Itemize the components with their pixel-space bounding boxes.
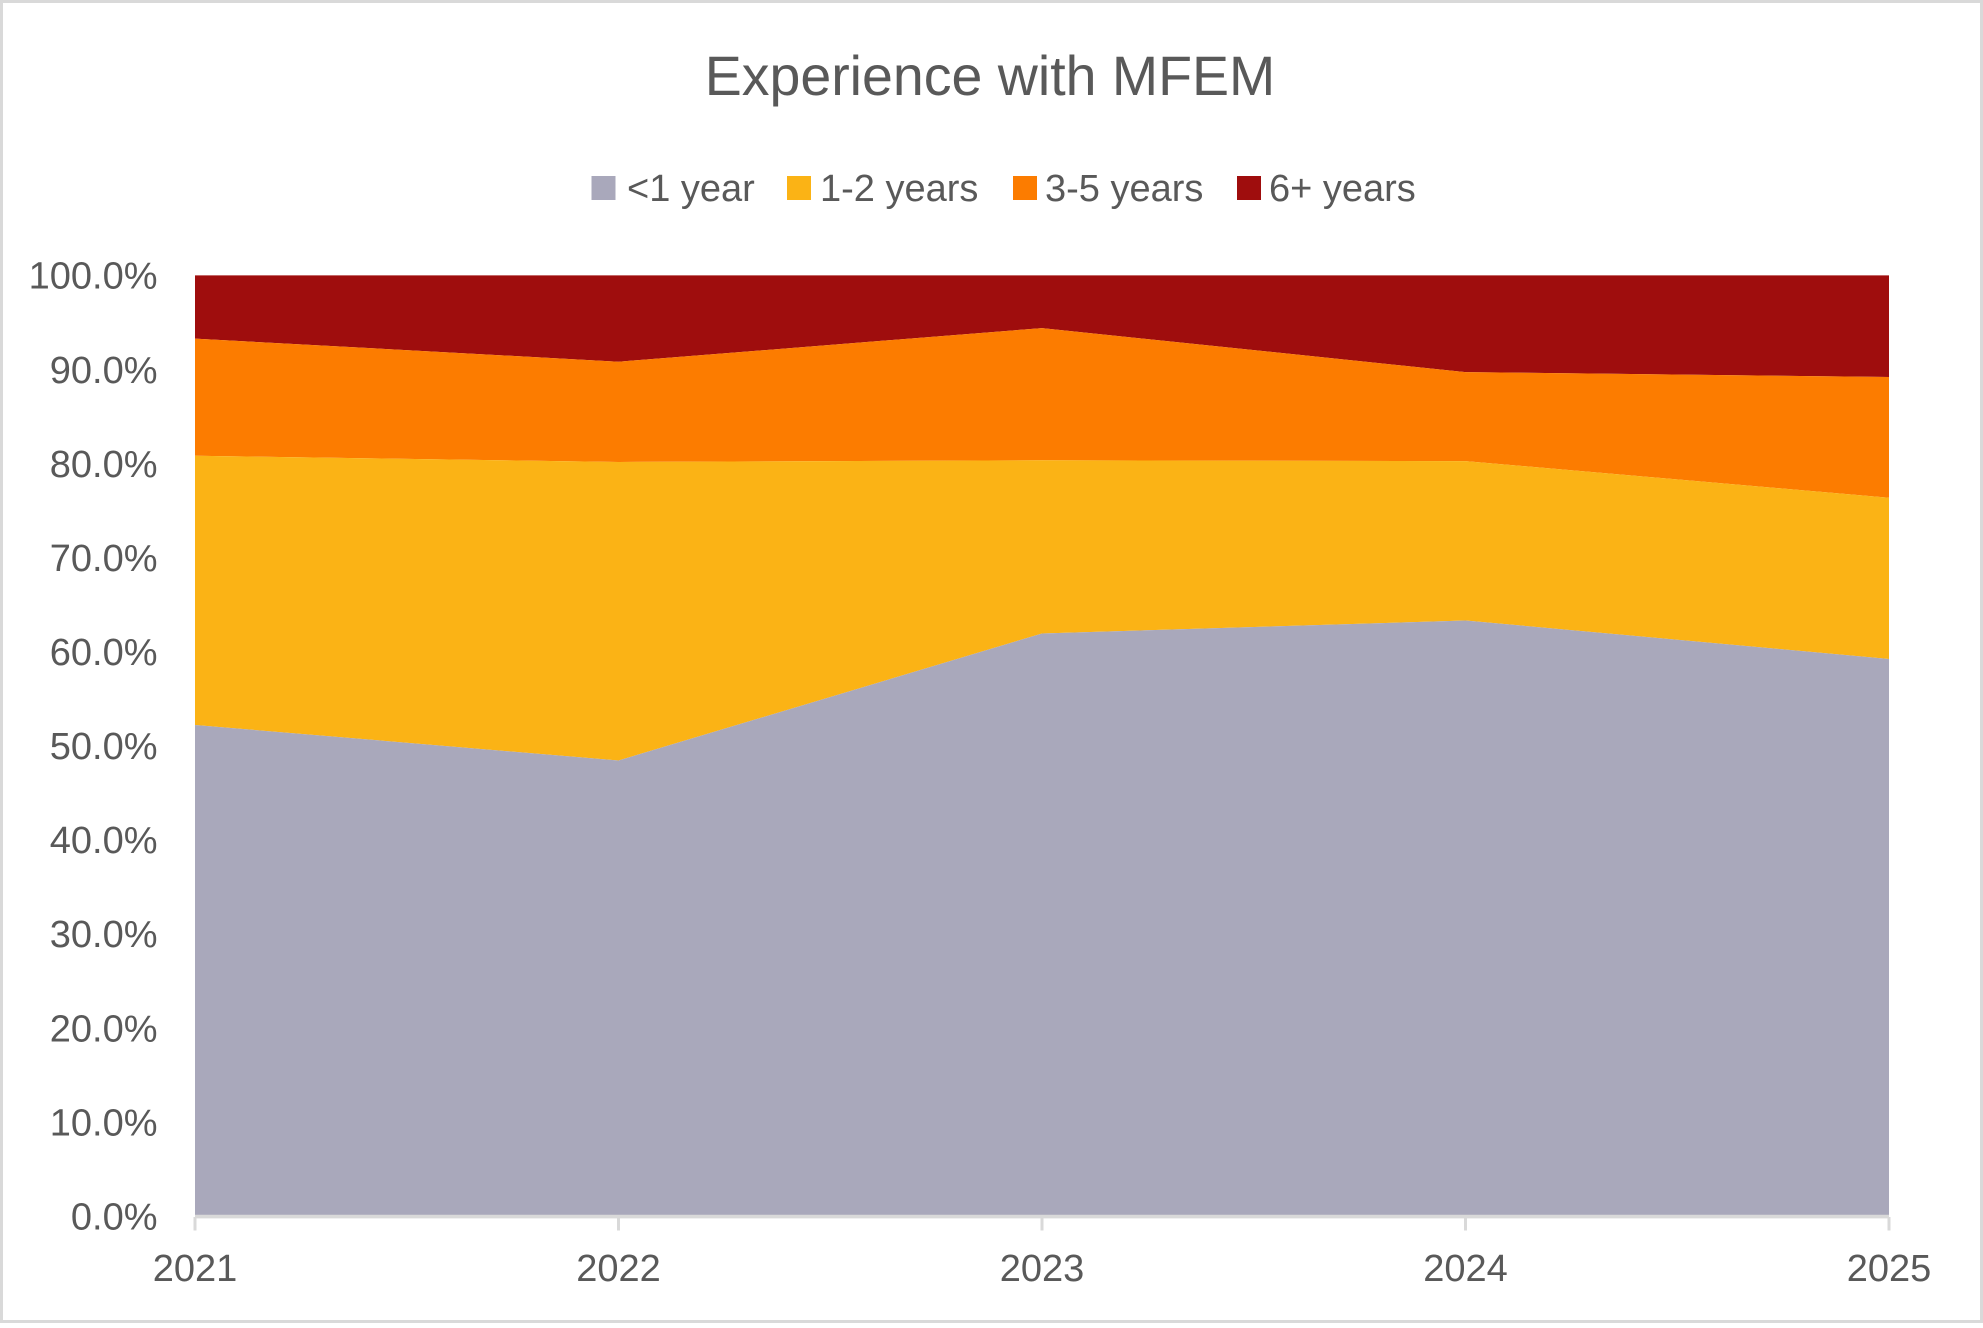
svg-text:50.0%: 50.0% [50, 726, 158, 768]
svg-text:10.0%: 10.0% [50, 1102, 158, 1144]
svg-text:<1 year: <1 year [627, 168, 755, 210]
svg-text:2025: 2025 [1847, 1248, 1932, 1290]
svg-text:30.0%: 30.0% [50, 914, 158, 956]
svg-text:70.0%: 70.0% [50, 538, 158, 580]
svg-text:80.0%: 80.0% [50, 444, 158, 486]
svg-text:2023: 2023 [1000, 1248, 1085, 1290]
svg-text:Experience with MFEM: Experience with MFEM [705, 45, 1276, 107]
svg-text:2021: 2021 [153, 1248, 238, 1290]
svg-text:2024: 2024 [1423, 1248, 1508, 1290]
svg-text:90.0%: 90.0% [50, 350, 158, 392]
svg-text:6+ years: 6+ years [1269, 168, 1416, 210]
svg-text:40.0%: 40.0% [50, 820, 158, 862]
svg-text:3-5 years: 3-5 years [1045, 168, 1203, 210]
svg-text:100.0%: 100.0% [29, 256, 158, 298]
svg-text:1-2 years: 1-2 years [820, 168, 978, 210]
svg-text:0.0%: 0.0% [71, 1196, 158, 1238]
svg-text:20.0%: 20.0% [50, 1008, 158, 1050]
svg-text:60.0%: 60.0% [50, 632, 158, 674]
svg-text:2022: 2022 [576, 1248, 661, 1290]
